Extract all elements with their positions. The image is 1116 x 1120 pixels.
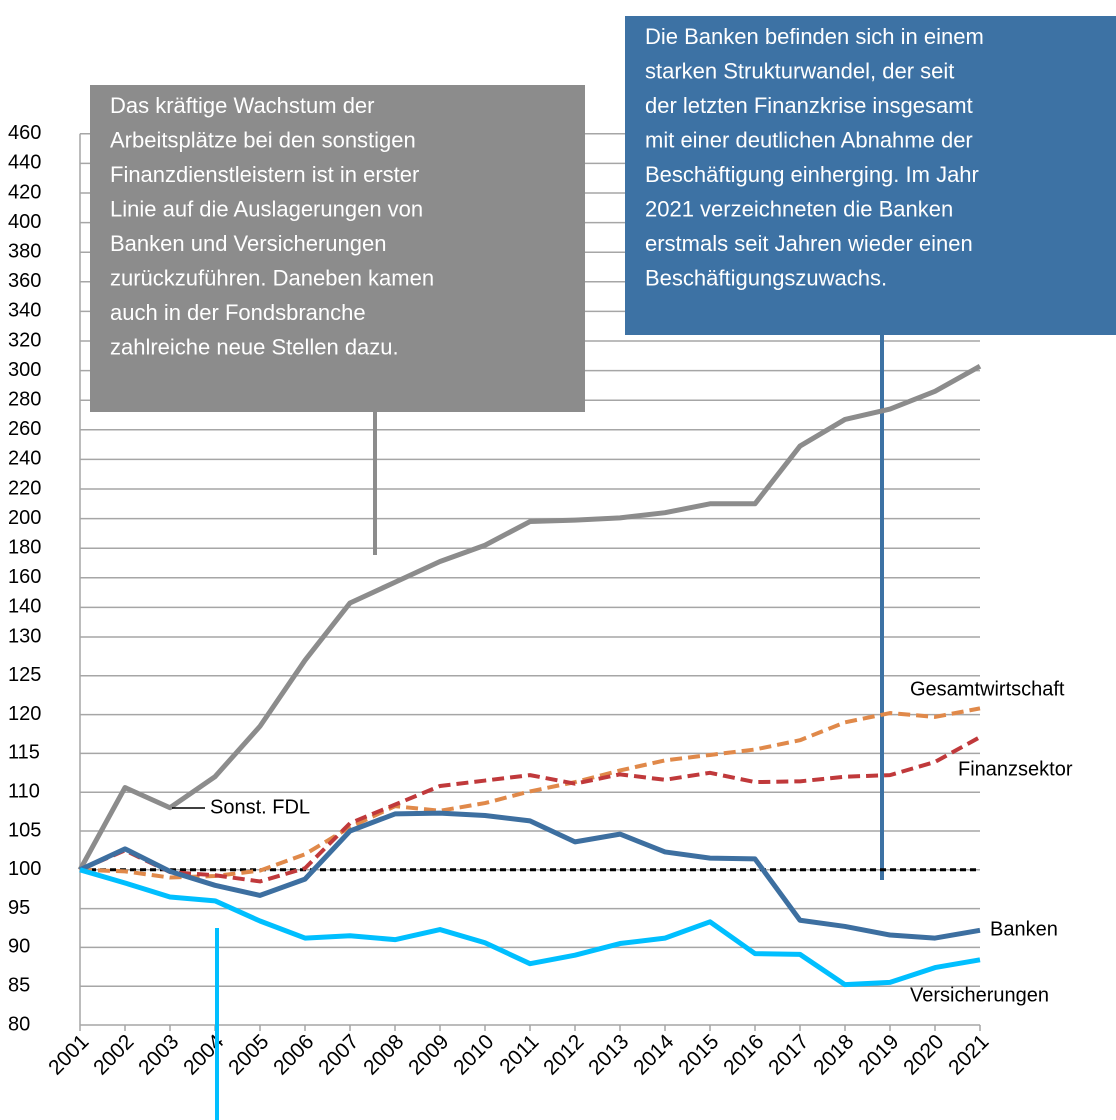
x-tick-label: 2015 <box>674 1030 723 1079</box>
x-tick-label: 2005 <box>224 1030 273 1079</box>
x-tick-label: 2004 <box>179 1030 229 1080</box>
series-line <box>79 735 981 884</box>
x-tick-label: 2018 <box>809 1030 858 1079</box>
series-line <box>77 363 982 871</box>
annotation: Die Banken befinden sich in einem starken… <box>625 16 1116 335</box>
y-tick-label: 320 <box>8 329 41 351</box>
x-tick-label: 2009 <box>404 1030 453 1079</box>
y-tick-label: 130 <box>8 625 41 647</box>
x-tick-label: 2011 <box>495 1030 543 1078</box>
series-label: Gesamtwirtschaft <box>910 678 1065 700</box>
annotation-text: Arbeitsplätze bei den sonstigen <box>110 127 416 152</box>
annotation-text: Beschäftigungszuwachs. <box>645 265 887 290</box>
series-line <box>78 810 981 941</box>
annotation-text: Die Banken befinden sich in einem <box>645 24 984 49</box>
x-tick-label: 2020 <box>899 1030 948 1079</box>
y-tick-label: 440 <box>8 152 41 174</box>
x-tick-label: 2002 <box>89 1030 138 1079</box>
annotation-text: zahlreiche neue Stellen dazu. <box>110 334 399 359</box>
x-tick-label: 2001 <box>44 1030 93 1079</box>
x-tick-label: 2003 <box>134 1030 183 1079</box>
annotation-text: erstmals seit Jahren wieder einen <box>645 231 973 256</box>
x-tick-label: 2006 <box>269 1030 318 1079</box>
y-tick-label: 240 <box>8 448 41 470</box>
x-tick-label: 2014 <box>629 1030 679 1080</box>
series-label: Finanzsektor <box>958 758 1073 780</box>
x-tick-label: 2016 <box>719 1030 768 1079</box>
y-tick-label: 100 <box>8 858 41 880</box>
y-tick-label: 95 <box>8 897 30 919</box>
y-tick-label: 105 <box>8 819 41 841</box>
series-label: Sonst. FDL <box>210 796 310 818</box>
y-tick-label: 125 <box>8 664 41 686</box>
y-tick-label: 220 <box>8 477 41 499</box>
series-line <box>79 867 981 988</box>
y-tick-label: 460 <box>8 122 41 144</box>
annotation-text: zurückzuführen. Daneben kamen <box>110 265 434 290</box>
y-tick-label: 90 <box>8 936 30 958</box>
y-tick-label: 160 <box>8 566 41 588</box>
x-tick-label: 2017 <box>764 1030 813 1079</box>
x-tick-label: 2013 <box>584 1030 633 1079</box>
y-tick-label: 180 <box>8 536 41 558</box>
annotation-box <box>90 85 585 412</box>
y-tick-label: 140 <box>8 596 41 618</box>
series-label: Banken <box>990 918 1058 940</box>
annotation-text: starken Strukturwandel, der seit <box>645 58 954 83</box>
x-tick-label: 2007 <box>314 1030 363 1079</box>
y-tick-label: 120 <box>8 703 41 725</box>
annotation-text: Das kräftige Wachstum der <box>110 93 375 118</box>
x-tick-label: 2012 <box>539 1030 588 1079</box>
y-tick-label: 85 <box>8 974 30 996</box>
y-tick-label: 115 <box>8 742 40 764</box>
annotation-text: 2021 verzeichneten die Banken <box>645 196 953 221</box>
y-tick-label: 280 <box>8 388 41 410</box>
y-tick-label: 420 <box>8 181 41 203</box>
annotation-text: Finanzdienstleistern ist in erster <box>110 162 419 187</box>
annotation-text: Beschäftigung einherging. Im Jahr <box>645 162 979 187</box>
y-tick-label: 110 <box>8 780 40 802</box>
annotation-text: Banken und Versicherungen <box>110 231 386 256</box>
annotation-text: Linie auf die Auslagerungen von <box>110 196 423 221</box>
annotation-box <box>625 16 1116 335</box>
x-tick-label: 2019 <box>854 1030 903 1079</box>
annotation-text: der letzten Finanzkrise insgesamt <box>645 93 973 118</box>
y-tick-label: 200 <box>8 507 41 529</box>
y-tick-label: 400 <box>8 211 41 233</box>
annotation-text: auch in der Fondsbranche <box>110 300 366 325</box>
x-tick-label: 2021 <box>944 1030 993 1079</box>
y-tick-label: 340 <box>8 300 41 322</box>
y-tick-label: 80 <box>8 1013 30 1035</box>
series-label: Versicherungen <box>910 984 1049 1006</box>
annotation-text: mit einer deutlichen Abnahme der <box>645 127 973 152</box>
y-tick-label: 360 <box>8 270 41 292</box>
x-tick-label: 2010 <box>449 1030 498 1079</box>
y-tick-label: 260 <box>8 418 41 440</box>
y-tick-label: 300 <box>8 359 41 381</box>
x-tick-label: 2008 <box>359 1030 408 1079</box>
series-line <box>79 706 981 880</box>
y-tick-label: 380 <box>8 240 41 262</box>
annotation: Das kräftige Wachstum der Arbeitsplätze b… <box>90 85 585 412</box>
